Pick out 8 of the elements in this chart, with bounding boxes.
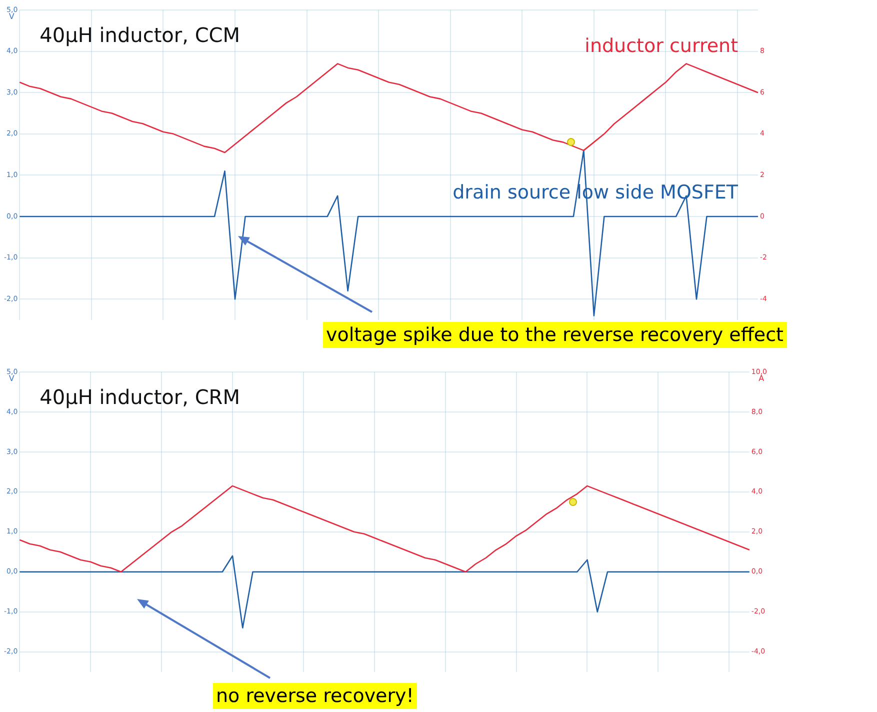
series-label: inductor current — [584, 35, 738, 57]
text: no reverse recovery! — [213, 683, 417, 709]
text: 40µH inductor, CCM — [40, 23, 240, 47]
y-axis-title: V — [8, 12, 15, 21]
y-axis-title: V — [8, 374, 15, 383]
text: 40µH inductor, CRM — [40, 385, 240, 409]
y2-axis-title: A — [758, 374, 765, 383]
text: voltage spike due to the reverse recovery effect — [323, 322, 786, 348]
